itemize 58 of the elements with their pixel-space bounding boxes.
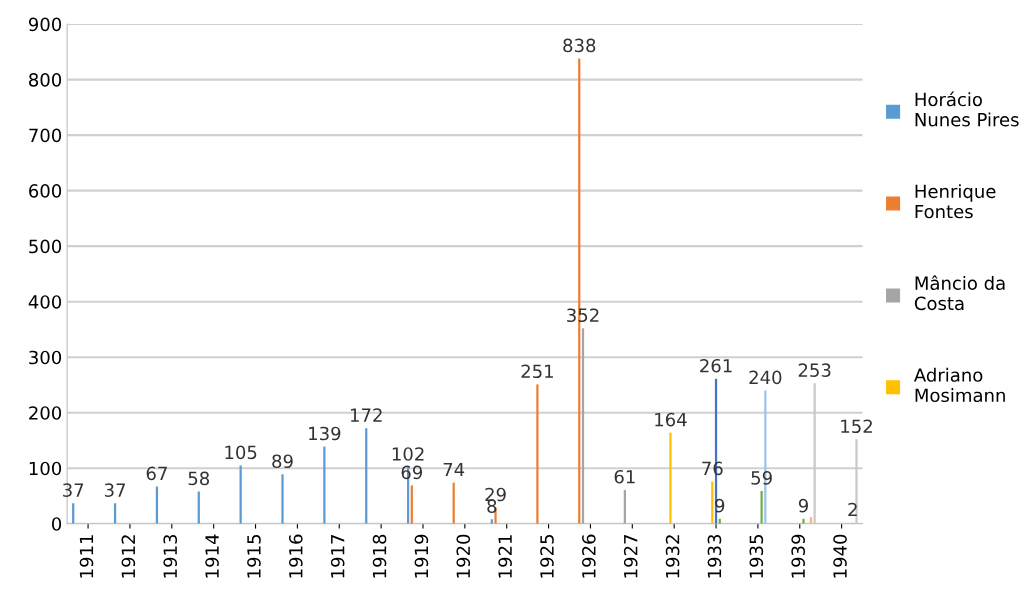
data-label: 139 [309, 426, 341, 441]
legend-label: Henrique Fontes [915, 184, 996, 219]
y-tick-label: 500 [29, 239, 62, 254]
data-label: 838 [563, 38, 596, 53]
data-label: 102 [392, 447, 424, 461]
y-tick-label: 900 [28, 17, 62, 32]
data-label: 261 [700, 358, 732, 373]
x-tick-label: 1927 [623, 535, 638, 578]
y-tick-label: 700 [29, 128, 62, 143]
x-tick-label: 1919 [414, 534, 429, 578]
x-tick-label: 1920 [456, 534, 471, 578]
data-label: 251 [521, 364, 553, 379]
x-tick-label: 1917 [330, 535, 345, 578]
x-tick-label: 1940 [833, 534, 847, 578]
data-label: 74 [443, 462, 465, 477]
data-label: 58 [188, 471, 210, 486]
y-tick-label: 600 [29, 184, 62, 198]
bar [536, 384, 539, 524]
y-tick-label: 0 [51, 517, 62, 531]
x-tick-label: 1918 [372, 534, 387, 578]
x-tick-label: 1935 [749, 535, 764, 578]
bar [281, 474, 284, 524]
y-tick-label: 300 [29, 350, 62, 365]
data-label: 152 [841, 419, 872, 434]
x-tick-label: 1915 [247, 535, 261, 578]
bar [669, 432, 672, 524]
data-label: 67 [146, 466, 167, 481]
y-tick-label: 100 [29, 461, 62, 476]
bar [802, 518, 805, 524]
legend-label: Adriano Mosimann [913, 367, 1005, 403]
x-tick-label: 1916 [288, 534, 303, 578]
x-tick-label: 1939 [791, 534, 805, 578]
x-tick-label: 1932 [665, 535, 680, 578]
x-tick-label: 1912 [121, 535, 136, 578]
data-label: 37 [104, 483, 125, 497]
x-tick-label: 1911 [79, 535, 94, 578]
data-label: 164 [655, 412, 687, 427]
data-label: 89 [272, 454, 293, 469]
data-label: 105 [225, 445, 257, 460]
data-label: 61 [614, 469, 635, 484]
legend-label: Horácio Nunes Pires [915, 91, 1019, 127]
x-tick-label: 1921 [498, 535, 512, 578]
y-tick-label: 400 [28, 295, 62, 309]
y-tick-label: 200 [29, 406, 62, 420]
x-tick-label: 1926 [582, 534, 596, 578]
data-label: 37 [63, 483, 84, 497]
legend-label: Mâncio da Costa [914, 275, 1005, 311]
x-tick-label: 1914 [205, 534, 219, 578]
data-label: 240 [749, 370, 782, 385]
data-label: 2 [848, 502, 857, 517]
x-tick-label: 1925 [540, 535, 554, 578]
x-tick-label: 1913 [163, 534, 178, 578]
data-label: 253 [798, 363, 831, 377]
y-tick-label: 800 [29, 73, 62, 87]
data-label: 172 [350, 408, 382, 422]
x-tick-label: 1933 [707, 534, 722, 578]
data-label: 59 [751, 471, 772, 485]
data-label: 9 [798, 498, 808, 513]
